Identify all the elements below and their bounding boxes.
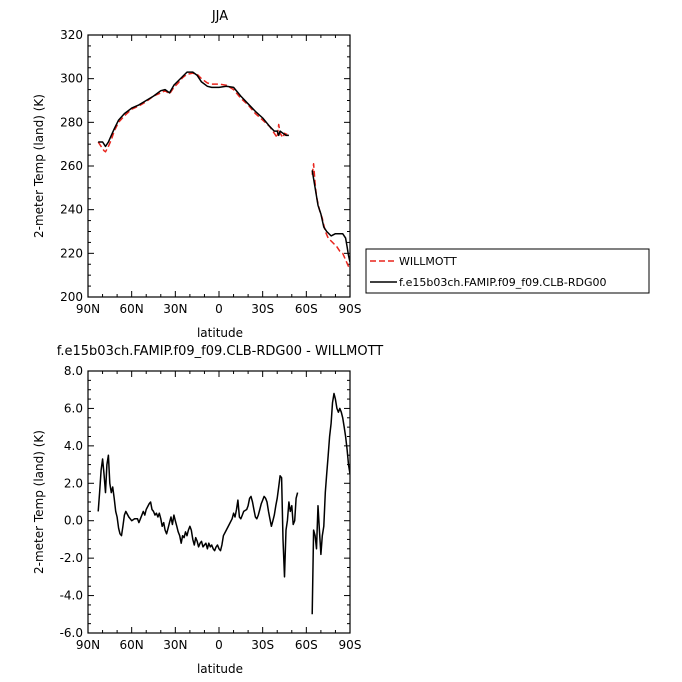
series-line-1-segment-0 — [98, 71, 289, 148]
top-plot-area: 90N 60N 30N 0 30S 60S 90S 200 220 240 260 280 300 320 — [60, 28, 361, 316]
legend-label-model: f.e15b03ch.FAMIP.f09_f09.CLB-RDG00 — [399, 276, 607, 289]
series-line-1-segment-1 — [311, 170, 350, 263]
bottom-plot-area: 90N 60N 30N 0 30S 60S 90S -6.0 -4.0 -2.0 0.0 2.0 4.0… — [60, 364, 362, 652]
y-tick-label: 8.0 — [64, 364, 83, 378]
x-tick-label: 60S — [295, 302, 318, 316]
x-tick-label: 90N — [76, 302, 100, 316]
y-tick-label: 280 — [60, 115, 83, 129]
x-tick-label: 30N — [163, 302, 187, 316]
bottom-chart-title: f.e15b03ch.FAMIP.f09_f09.CLB-RDG00 - WIL… — [57, 344, 384, 359]
y-tick-label: 4.0 — [64, 439, 83, 453]
top-x-axis-label: latitude — [197, 326, 243, 340]
y-tick-label: 320 — [60, 28, 83, 42]
top-chart-title: JJA — [211, 9, 228, 24]
plot-frame — [87, 34, 351, 298]
plot-frame — [87, 370, 351, 634]
y-tick-label: 260 — [60, 159, 83, 173]
x-tick-label: 60N — [120, 302, 144, 316]
x-tick-label: 30S — [251, 638, 274, 652]
y-tick-label: 0.0 — [64, 514, 83, 528]
series-line-0-segment-1 — [311, 392, 350, 615]
x-tick-label: 90N — [76, 638, 100, 652]
x-tick-label: 30N — [163, 638, 187, 652]
series-line-0-segment-1 — [311, 163, 350, 270]
x-tick-label: 60S — [295, 638, 318, 652]
top-y-axis-label: 2-meter Temp (land) (K) — [32, 94, 46, 238]
y-tick-label: -6.0 — [60, 626, 83, 640]
y-tick-label: 220 — [60, 246, 83, 260]
legend-label-willmott: WILLMOTT — [399, 255, 457, 268]
top-panel: JJA 90N 60N 30N 0 30S 60S 90S 200 220 240 260 280 30… — [32, 9, 361, 340]
series-line-0-segment-0 — [97, 454, 299, 578]
y-tick-label: 300 — [60, 72, 83, 86]
x-tick-label: 90S — [339, 302, 362, 316]
y-tick-label: 2.0 — [64, 476, 83, 490]
legend: WILLMOTT f.e15b03ch.FAMIP.f09_f09.CLB-RD… — [365, 248, 650, 294]
x-tick-label: 90S — [339, 638, 362, 652]
y-tick-label: 6.0 — [64, 401, 83, 415]
y-tick-label: -4.0 — [60, 589, 83, 603]
x-tick-label: 0 — [215, 638, 223, 652]
legend-box — [365, 248, 650, 294]
series-line-0-segment-0 — [97, 72, 290, 153]
y-tick-label: 200 — [60, 290, 83, 304]
bottom-panel: f.e15b03ch.FAMIP.f09_f09.CLB-RDG00 - WIL… — [32, 344, 383, 676]
bottom-x-axis-label: latitude — [197, 662, 243, 676]
y-tick-label: 240 — [60, 203, 83, 217]
bottom-y-axis-label: 2-meter Temp (land) (K) — [32, 430, 46, 574]
x-tick-label: 60N — [120, 638, 144, 652]
x-tick-label: 0 — [215, 302, 223, 316]
x-tick-label: 30S — [251, 302, 274, 316]
y-tick-label: -2.0 — [60, 551, 83, 565]
